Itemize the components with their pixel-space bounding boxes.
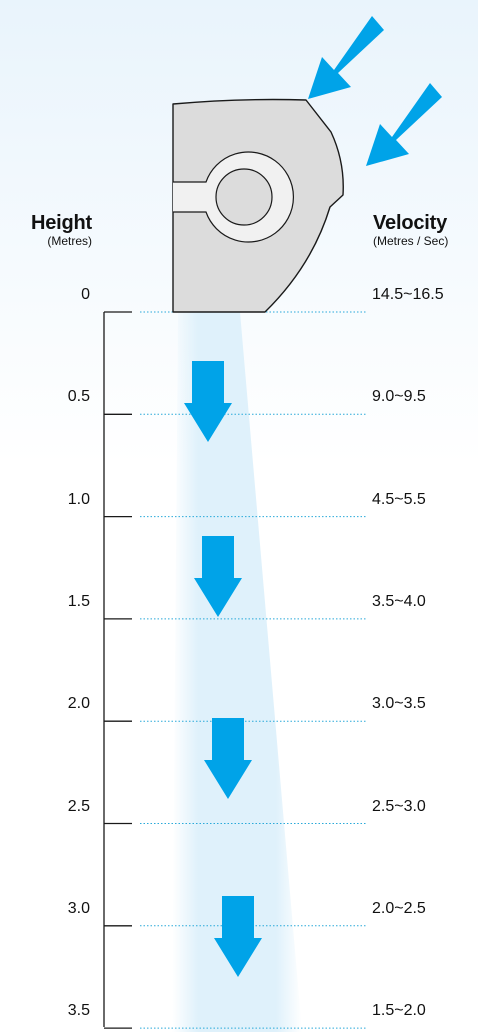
velocity-value: 3.0~3.5 [372,695,426,713]
airflow-beam [172,312,302,1032]
height-value: 3.5 [67,1002,90,1020]
diagonal-arrow-icon [366,83,442,166]
down-arrow-icon [214,896,262,977]
velocity-value: 4.5~5.5 [372,490,426,508]
height-value: 0 [81,286,90,303]
airflow-arrows [184,361,262,977]
down-arrow-icon [194,536,242,617]
velocity-value: 1.5~2.0 [372,1002,426,1020]
velocity-value: 3.5~4.0 [372,592,426,610]
velocity-value: 14.5~16.5 [372,286,444,303]
diagonal-arrow-icon [308,16,384,99]
height-value: 1.5 [67,592,90,610]
velocity-title: Velocity [373,212,447,234]
height-value: 1.0 [67,490,90,508]
velocity-value: 2.5~3.0 [372,797,426,815]
velocity-value: 2.0~2.5 [372,899,426,917]
velocity-value: 9.0~9.5 [372,388,426,406]
down-arrow-icon [204,718,252,799]
fan-unit-icon [172,98,344,313]
velocity-unit: (Metres / Sec) [373,234,449,248]
height-value: 2.5 [67,797,90,815]
height-unit: (Metres) [47,234,92,248]
height-title: Height [30,212,92,234]
axis-ticks [104,311,132,1029]
height-value: 0.5 [67,388,90,406]
height-value: 3.0 [67,899,90,917]
height-header: Height (Metres) [31,212,92,248]
down-arrow-icon [184,361,232,442]
velocity-header: Velocity (Metres / Sec) [373,212,448,248]
height-value: 2.0 [67,695,90,713]
